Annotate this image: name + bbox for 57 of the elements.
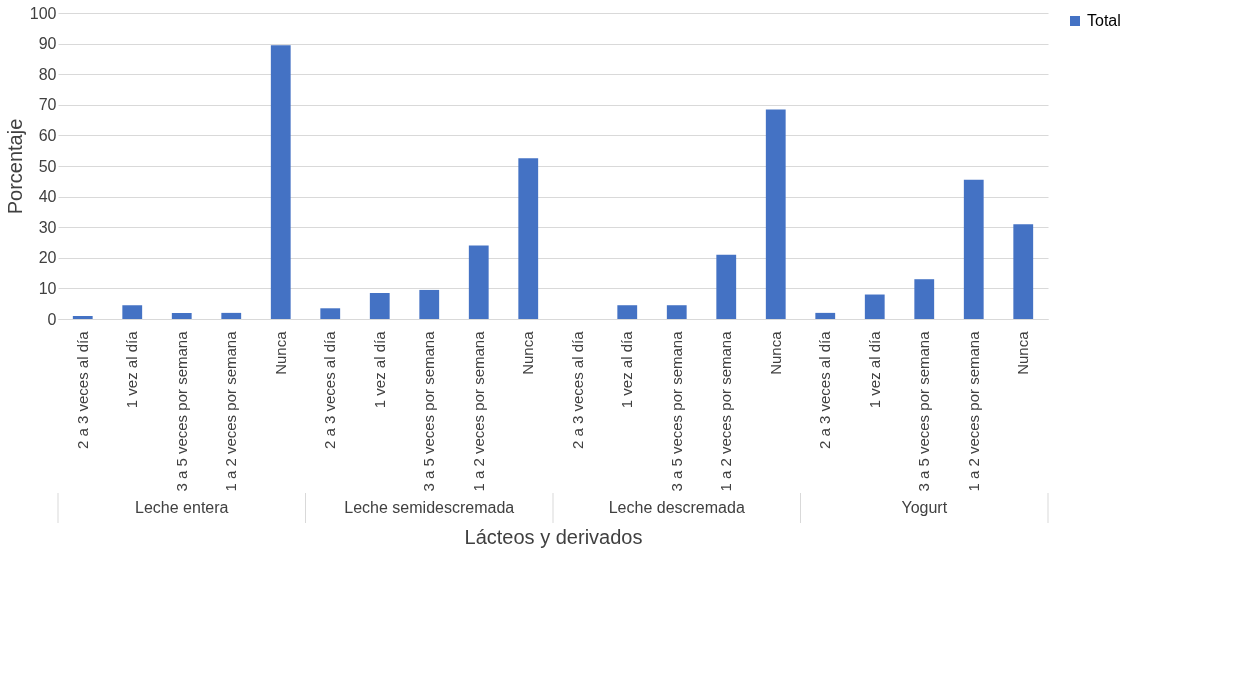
y-tick-label: 60: [38, 126, 57, 144]
x-tick-label: 1 a 2 veces por semana: [222, 330, 240, 492]
bar: [72, 315, 93, 319]
y-tick-label: 10: [38, 279, 57, 297]
bar: [815, 312, 836, 319]
bar: [369, 292, 390, 319]
x-tick-label: 2 a 3 veces al día: [816, 330, 834, 450]
x-tick-label: 3 a 5 veces por semana: [420, 330, 438, 492]
bar: [963, 179, 984, 319]
x-tick-label: 2 a 3 veces al día: [321, 330, 339, 450]
x-tick-label: Nunca: [271, 330, 289, 375]
text: Leche descremada: [608, 499, 745, 516]
bar: [122, 305, 143, 319]
bar: [1013, 224, 1034, 319]
x-tick-label: Nunca: [766, 330, 784, 375]
x-tick-label: 1 a 2 veces por semana: [717, 330, 735, 492]
x-tick-label: 2 a 3 veces al día: [568, 330, 586, 450]
y-axis-title: Porcentaje: [3, 118, 26, 215]
bar: [320, 308, 341, 319]
text: Leche entera: [135, 499, 229, 516]
text: Leche semidescremada: [344, 499, 515, 516]
x-tick-label: 3 a 5 veces por semana: [915, 330, 933, 492]
bar: [221, 312, 242, 319]
x-tick-label: 1 vez al día: [865, 330, 883, 409]
bar: [765, 109, 786, 319]
bar: [617, 305, 638, 319]
y-tick-label: 40: [38, 188, 57, 206]
x-tick-label: 1 a 2 veces por semana: [964, 330, 982, 492]
bar: [468, 245, 489, 319]
text: Yogurt: [901, 499, 948, 516]
x-tick-label: 3 a 5 veces por semana: [667, 330, 685, 492]
bar: [171, 312, 192, 319]
x-tick-label: Nunca: [519, 330, 537, 375]
bar: [666, 305, 687, 319]
bar: [864, 294, 885, 319]
y-tick-label: 90: [38, 35, 57, 53]
y-tick-label: 70: [38, 96, 57, 114]
x-tick-label: 1 vez al día: [618, 330, 636, 409]
bar: [270, 45, 291, 319]
x-tick-label: 1 vez al día: [123, 330, 141, 409]
bar: [716, 254, 737, 319]
bar: [518, 158, 539, 319]
y-tick-label: 100: [29, 4, 57, 22]
bar: [419, 289, 440, 319]
y-tick-label: 50: [38, 157, 57, 175]
x-axis-title: Lácteos y derivados: [464, 525, 643, 548]
x-tick-label: 1 vez al día: [370, 330, 388, 409]
legend-label: Total: [1087, 12, 1121, 29]
x-tick-label: 2 a 3 veces al día: [73, 330, 91, 450]
y-tick-label: 20: [38, 249, 57, 267]
x-tick-label: Nunca: [1014, 330, 1032, 375]
y-tick-label: 30: [38, 218, 57, 236]
x-tick-label: 1 a 2 veces por semana: [469, 330, 487, 492]
y-tick-label: 0: [47, 310, 57, 328]
bar: [914, 279, 935, 319]
y-tick-label: 80: [38, 65, 57, 83]
x-tick-label: 3 a 5 veces por semana: [172, 330, 190, 492]
